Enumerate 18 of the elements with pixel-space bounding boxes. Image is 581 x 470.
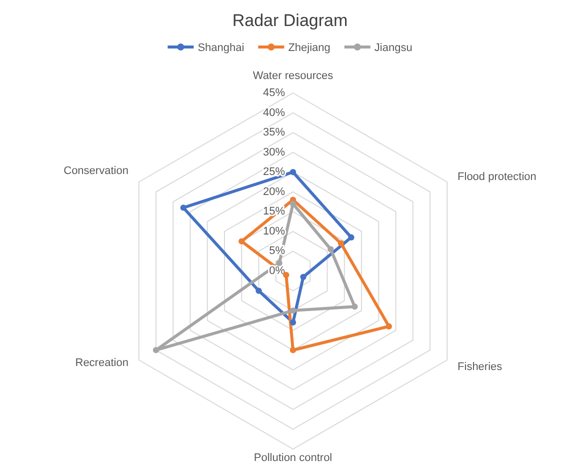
y-tick-label: 45% [262, 87, 286, 99]
y-tick-label: 10% [262, 225, 286, 238]
legend-label: Jiangsu [374, 42, 412, 54]
legend-label: Shanghai [198, 42, 244, 54]
spoke-label: Conservation [64, 165, 128, 177]
y-tick-label: 20% [262, 186, 286, 198]
y-tick-label: 30% [262, 146, 286, 158]
y-tick-label: 25% [262, 166, 286, 178]
spoke-label: Fisheries [458, 361, 503, 373]
y-tick-label: 35% [262, 126, 286, 139]
spoke-label: Flood protection [458, 171, 536, 183]
spoke-label: Water resources [252, 70, 334, 82]
y-tick-label: 5% [269, 245, 286, 258]
chart-title: Radar Diagram [232, 11, 348, 30]
legend-label: Zhejiang [288, 42, 330, 54]
y-tick-label: 40% [262, 106, 286, 119]
spoke-label: Pollution control [254, 452, 332, 464]
spoke-label: Recreation [75, 357, 128, 369]
